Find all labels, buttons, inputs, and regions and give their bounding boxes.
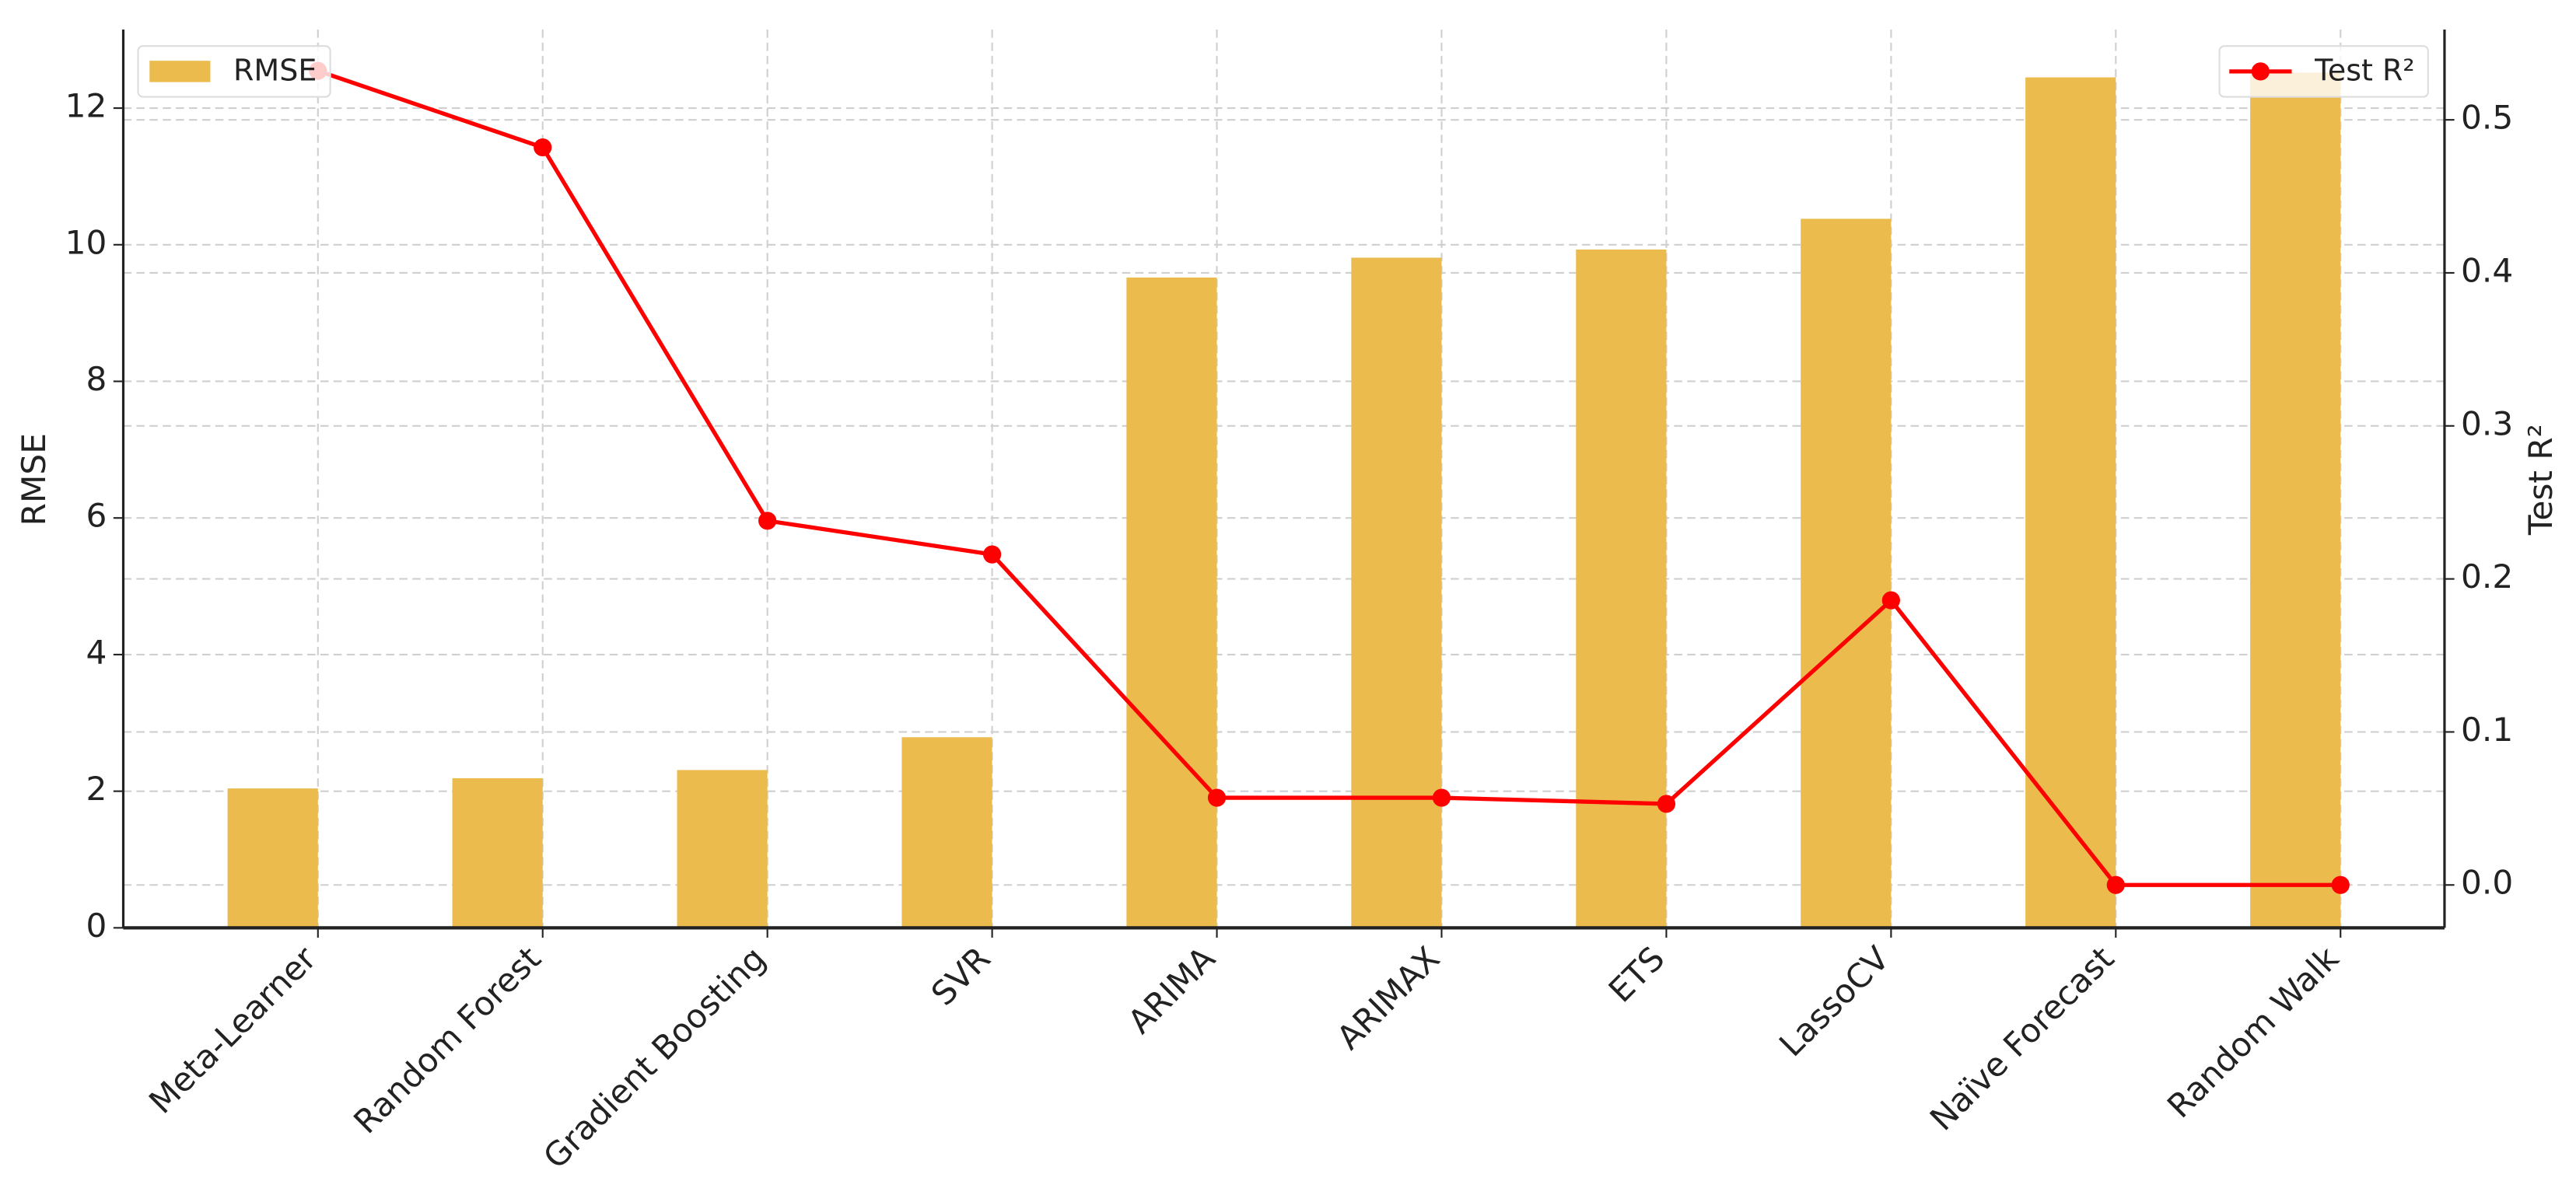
y2-tick-label: 0.0 [2461, 864, 2513, 902]
x-tick-label: Random Walk [2160, 939, 2347, 1126]
marker [1207, 788, 1227, 807]
marker [1657, 795, 1676, 813]
y-tick-label: 8 [86, 360, 107, 398]
bar [1576, 249, 1667, 928]
y2-tick-label: 0.1 [2461, 711, 2513, 749]
legend-box [137, 45, 331, 98]
y-axis-label: RMSE [15, 433, 53, 526]
y2-tick-label: 0.5 [2461, 99, 2513, 137]
marker [1432, 788, 1451, 807]
y2-axis-label: Test R² [2522, 424, 2560, 536]
bar [452, 777, 543, 928]
line [317, 68, 2341, 887]
marker [534, 138, 552, 157]
x-tick-label: Random Forest [346, 939, 548, 1141]
marker [758, 512, 777, 530]
marker [2106, 875, 2125, 894]
bar [901, 737, 992, 928]
y-tick-label: 2 [86, 770, 107, 808]
x-tick-label: ARIMAX [1329, 939, 1447, 1057]
y-tick-label: 6 [86, 497, 107, 535]
bar [2250, 72, 2341, 928]
marker [1881, 591, 1900, 610]
x-tick-label: Gradient Boosting [536, 939, 773, 1176]
legend-swatch [149, 61, 211, 82]
y-tick-label: 4 [86, 633, 107, 671]
legend-box [2218, 45, 2429, 98]
bar [1801, 218, 1892, 928]
bar [2025, 77, 2116, 928]
x-tick-label: ETS [1601, 939, 1672, 1010]
x-tick-label: LassoCV [1772, 939, 1896, 1064]
y-tick-label: 12 [65, 87, 107, 125]
bar [1126, 277, 1217, 928]
x-tick-label: SVR [924, 939, 998, 1013]
bar [677, 770, 768, 928]
bar [227, 788, 318, 928]
marker [2331, 875, 2350, 894]
y2-tick-label: 0.4 [2461, 251, 2513, 289]
x-tick-label: ARIMA [1121, 939, 1223, 1041]
marker [982, 545, 1002, 564]
y-tick-label: 0 [86, 907, 107, 945]
y2-tick-label: 0.2 [2461, 557, 2513, 596]
y2-tick-label: 0.3 [2461, 404, 2513, 442]
x-tick-label: Naïve Forecast [1923, 939, 2121, 1137]
legend-swatch [2251, 62, 2270, 81]
legend-label: RMSE [233, 53, 317, 87]
bar [1351, 257, 1442, 928]
legend-label: Test R² [2314, 53, 2415, 87]
y-tick-label: 10 [65, 223, 107, 261]
x-tick-label: Meta-Learner [142, 939, 324, 1121]
